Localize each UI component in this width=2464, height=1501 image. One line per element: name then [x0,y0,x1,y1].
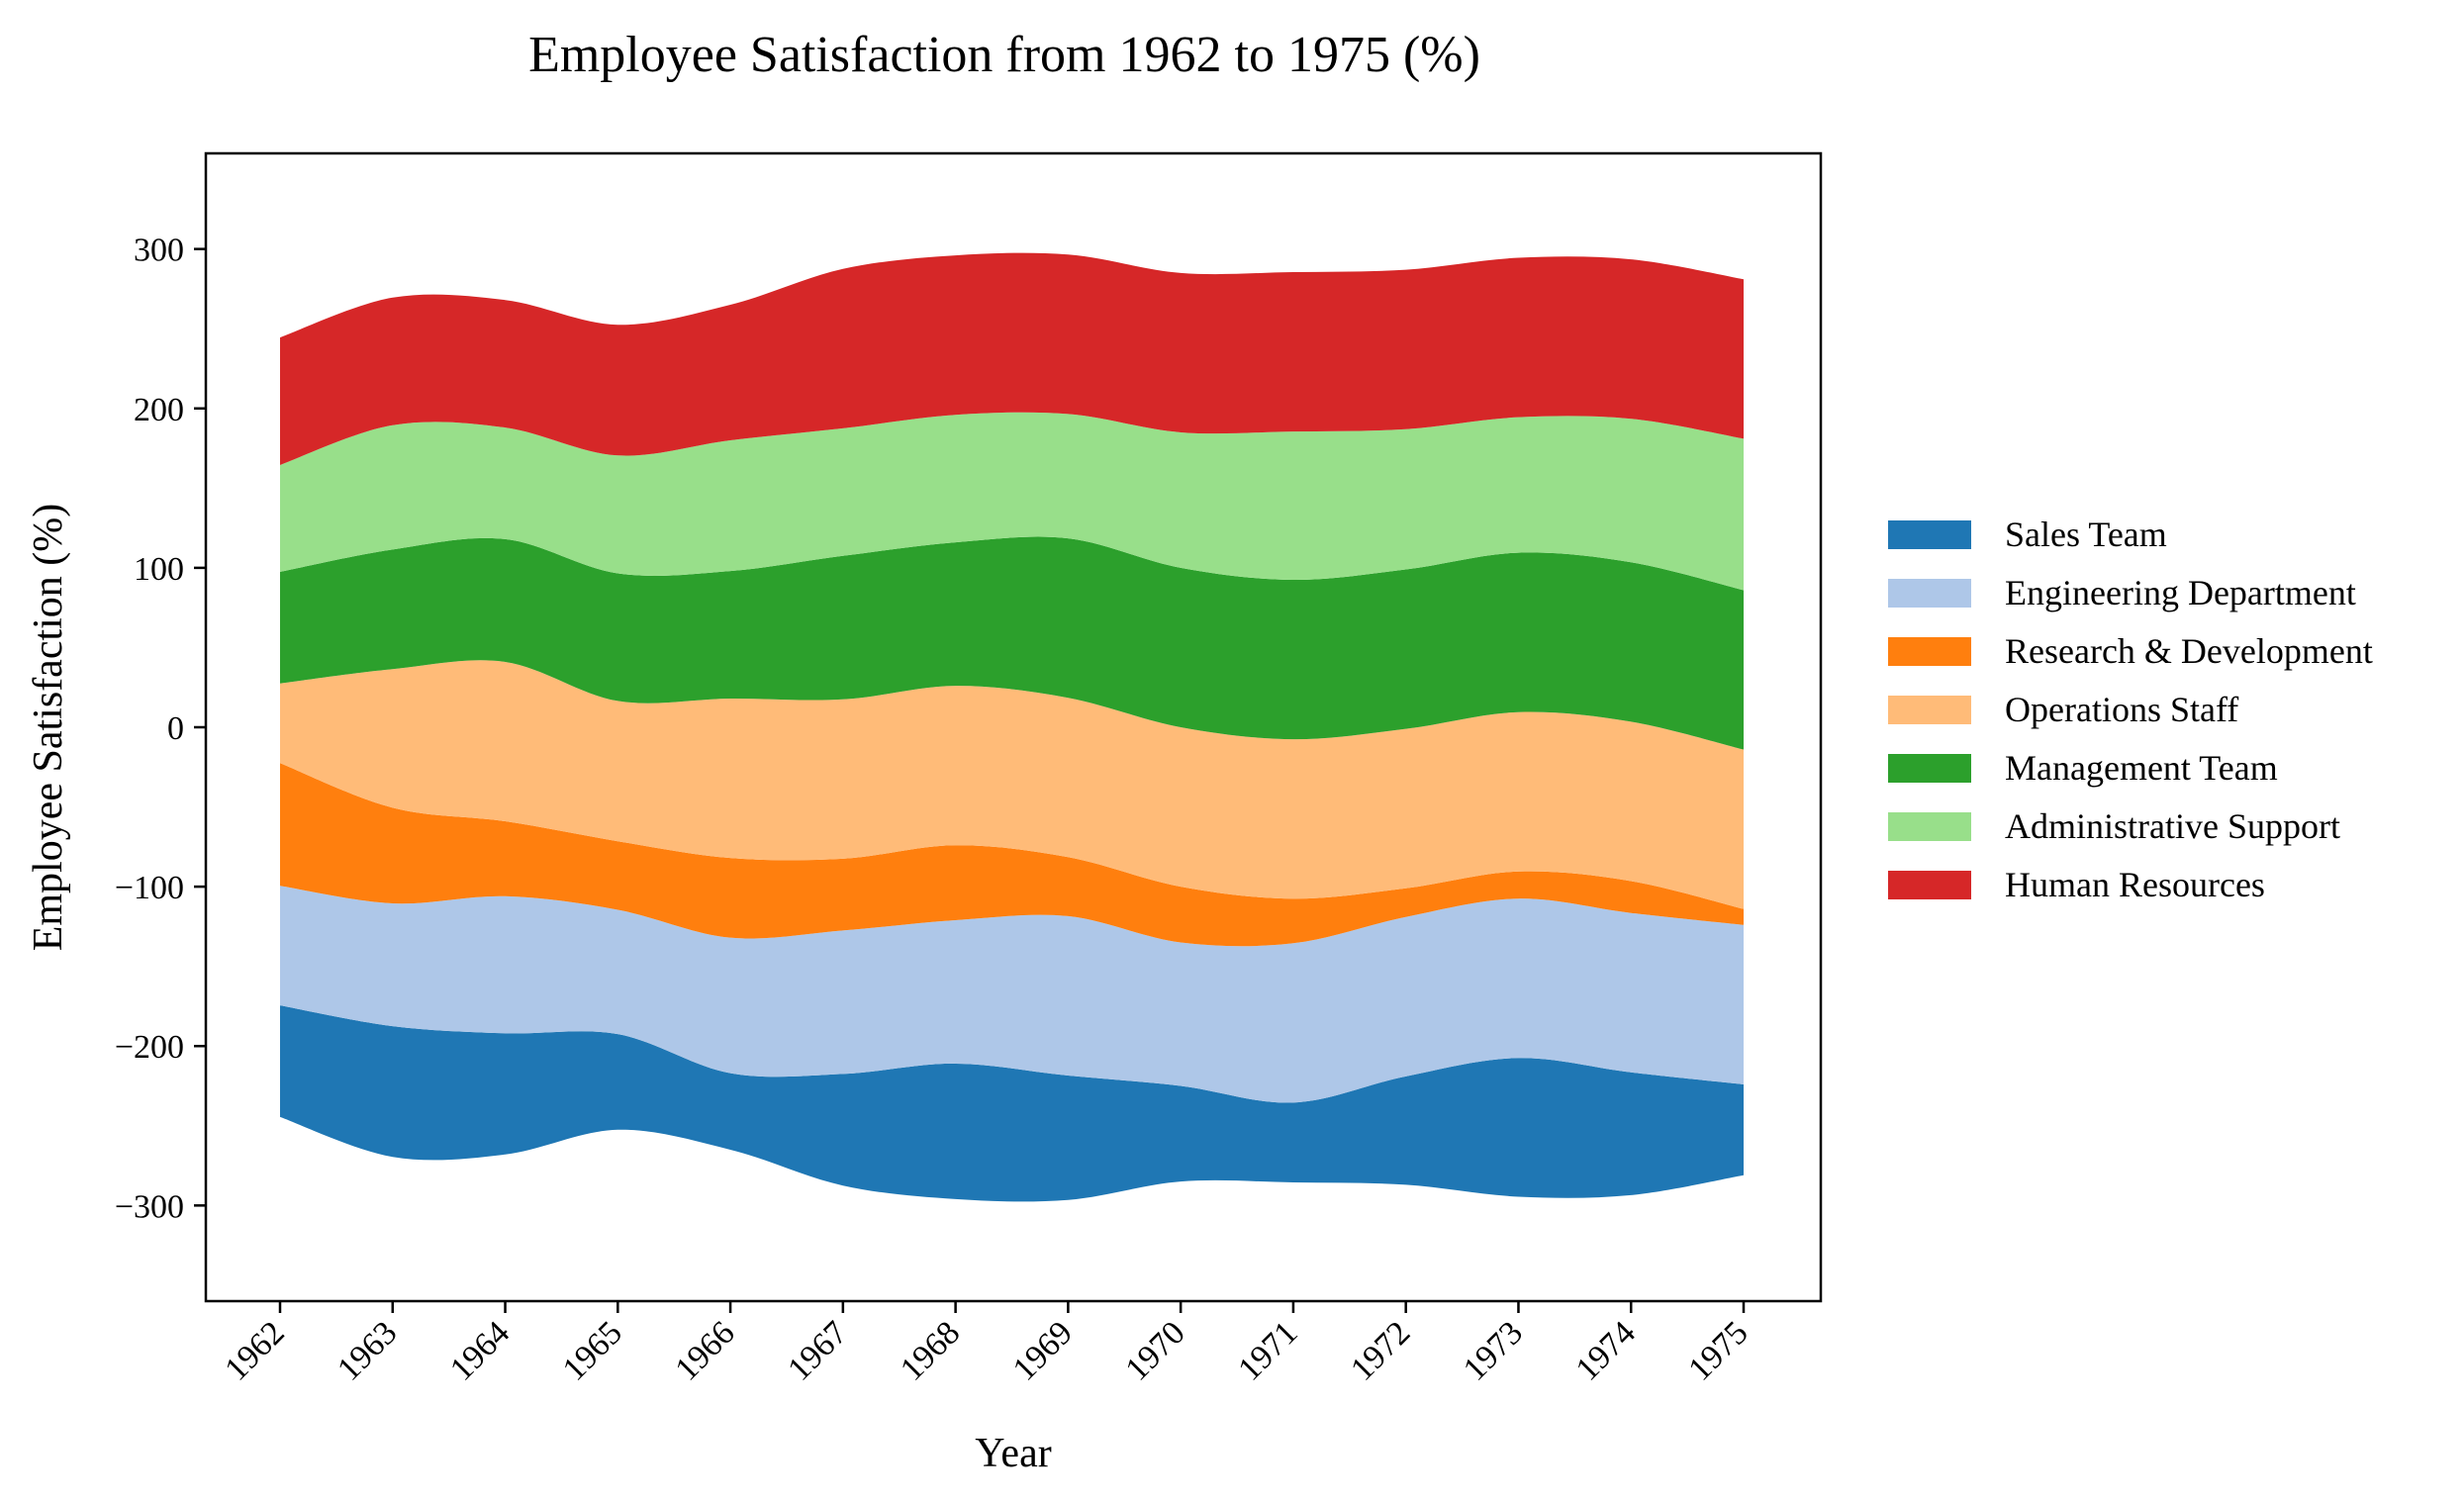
y-tick-label: 100 [134,551,184,588]
area-management-team [280,536,1744,750]
x-tick-label: 1968 [894,1314,967,1387]
x-axis-label: Year [975,1431,1051,1476]
x-tick-label: 1963 [331,1314,404,1387]
legend-label-sales-team: Sales Team [2005,515,2167,554]
legend-label-research-development: Research & Development [2005,631,2373,671]
legend-swatch-operations-staff [1888,696,1971,724]
y-tick-label: 300 [134,233,184,269]
x-tick-label: 1975 [1681,1314,1754,1387]
legend-label-human-resources: Human Resources [2005,865,2265,904]
x-tick-label: 1965 [556,1314,629,1387]
area-operations-staff [280,660,1744,909]
x-tick-label: 1967 [781,1314,854,1387]
x-tick-label: 1972 [1344,1314,1417,1387]
area-human-resources [280,252,1744,465]
legend-label-administrative-support: Administrative Support [2005,806,2340,846]
x-axis-ticks: 1962 1963 1964 1965 1966 1967 1968 1969 1970 1971… [218,1301,1755,1388]
area-engineering-department [280,886,1744,1103]
x-tick-label: 1970 [1119,1314,1192,1387]
y-tick-label: −200 [115,1029,184,1066]
area-administrative-support [280,412,1744,591]
legend-label-operations-staff: Operations Staff [2005,690,2238,729]
y-tick-label: 0 [167,710,184,747]
y-axis-label: Employee Satisfaction (%) [26,504,71,952]
x-tick-label: 1962 [218,1314,291,1387]
legend-swatch-management-team [1888,754,1971,783]
x-tick-label: 1969 [1006,1314,1080,1387]
y-tick-label: −300 [115,1188,184,1225]
y-axis-ticks: −300 −200 −100 0 100 200 300 [115,233,206,1225]
legend-swatch-engineering-department [1888,579,1971,608]
x-tick-label: 1974 [1569,1314,1643,1387]
area-research-development [280,763,1744,947]
y-tick-label: 200 [134,392,184,428]
area-sales-team [280,1005,1744,1202]
stream-areas [280,252,1744,1202]
x-tick-label: 1966 [668,1314,741,1387]
legend-label-management-team: Management Team [2005,748,2278,788]
legend-swatch-administrative-support [1888,812,1971,841]
x-tick-label: 1971 [1231,1314,1304,1387]
x-tick-label: 1973 [1457,1314,1530,1387]
chart-title: Employee Satisfaction from 1962 to 1975 … [528,27,1480,83]
legend: Sales Team Engineering Department Research… [1888,515,2373,904]
y-tick-label: −100 [115,870,184,906]
legend-swatch-research-development [1888,637,1971,666]
x-tick-label: 1964 [443,1314,517,1387]
legend-label-engineering-department: Engineering Department [2005,573,2356,612]
legend-swatch-sales-team [1888,520,1971,549]
legend-swatch-human-resources [1888,871,1971,899]
